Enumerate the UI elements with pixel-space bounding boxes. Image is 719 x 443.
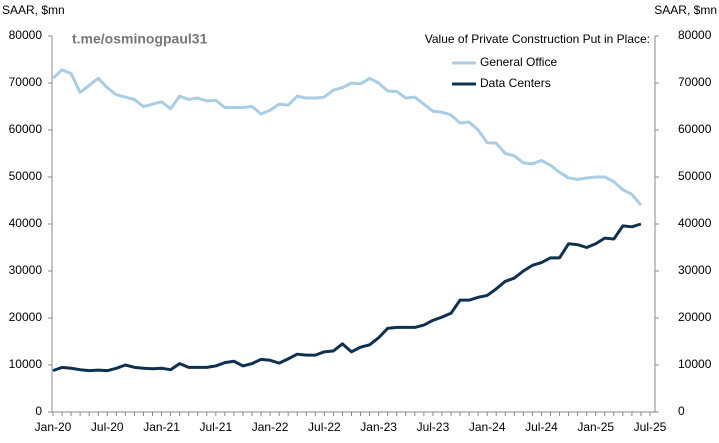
x-tick-label: Jan-20: [35, 420, 72, 434]
y2-tick-label: 40000: [678, 216, 712, 230]
x-tick-label: Jul-25: [634, 420, 667, 434]
y2-tick-label: 20000: [678, 310, 712, 324]
y2-tick-label: 60000: [678, 122, 712, 136]
y-tick-label: 60000: [9, 122, 43, 136]
y-tick-label: 30000: [9, 263, 43, 277]
x-tick-label: Jan-24: [469, 420, 506, 434]
legend-title: Value of Private Construction Put in Pla…: [425, 32, 650, 46]
y-tick-label: 50000: [9, 169, 43, 183]
series-line: [51, 68, 643, 207]
y-tick-label: 70000: [9, 75, 43, 89]
x-tick-label: Jul-24: [525, 420, 558, 434]
x-tick-label: Jul-23: [417, 420, 450, 434]
y2-tick-label: 0: [678, 404, 685, 418]
y-tick-label: 80000: [9, 28, 43, 42]
x-tick-label: Jul-21: [199, 420, 232, 434]
x-tick-label: Jan-23: [360, 420, 397, 434]
y-tick-label: 10000: [9, 357, 43, 371]
y2-tick-label: 80000: [678, 28, 712, 42]
y2-tick-label: 50000: [678, 169, 712, 183]
watermark: t.me/osminogpaul31: [72, 31, 208, 47]
x-tick-label: Jul-20: [91, 420, 124, 434]
legend-label: General Office: [480, 55, 557, 69]
x-tick-label: Jan-25: [577, 420, 614, 434]
x-tick-label: Jul-22: [308, 420, 341, 434]
y2-axis-label: SAAR, $mn: [654, 3, 717, 17]
y-axis-label: SAAR, $mn: [2, 3, 65, 17]
series-line: [52, 222, 642, 373]
x-tick-label: Jan-21: [143, 420, 180, 434]
y-tick-label: 40000: [9, 216, 43, 230]
legend-label: Data Centers: [480, 76, 551, 90]
x-tick-label: Jan-22: [252, 420, 289, 434]
y2-tick-label: 10000: [678, 357, 712, 371]
y-tick-label: 20000: [9, 310, 43, 324]
y2-tick-label: 70000: [678, 75, 712, 89]
y2-tick-label: 30000: [678, 263, 712, 277]
y-tick-label: 0: [35, 404, 42, 418]
